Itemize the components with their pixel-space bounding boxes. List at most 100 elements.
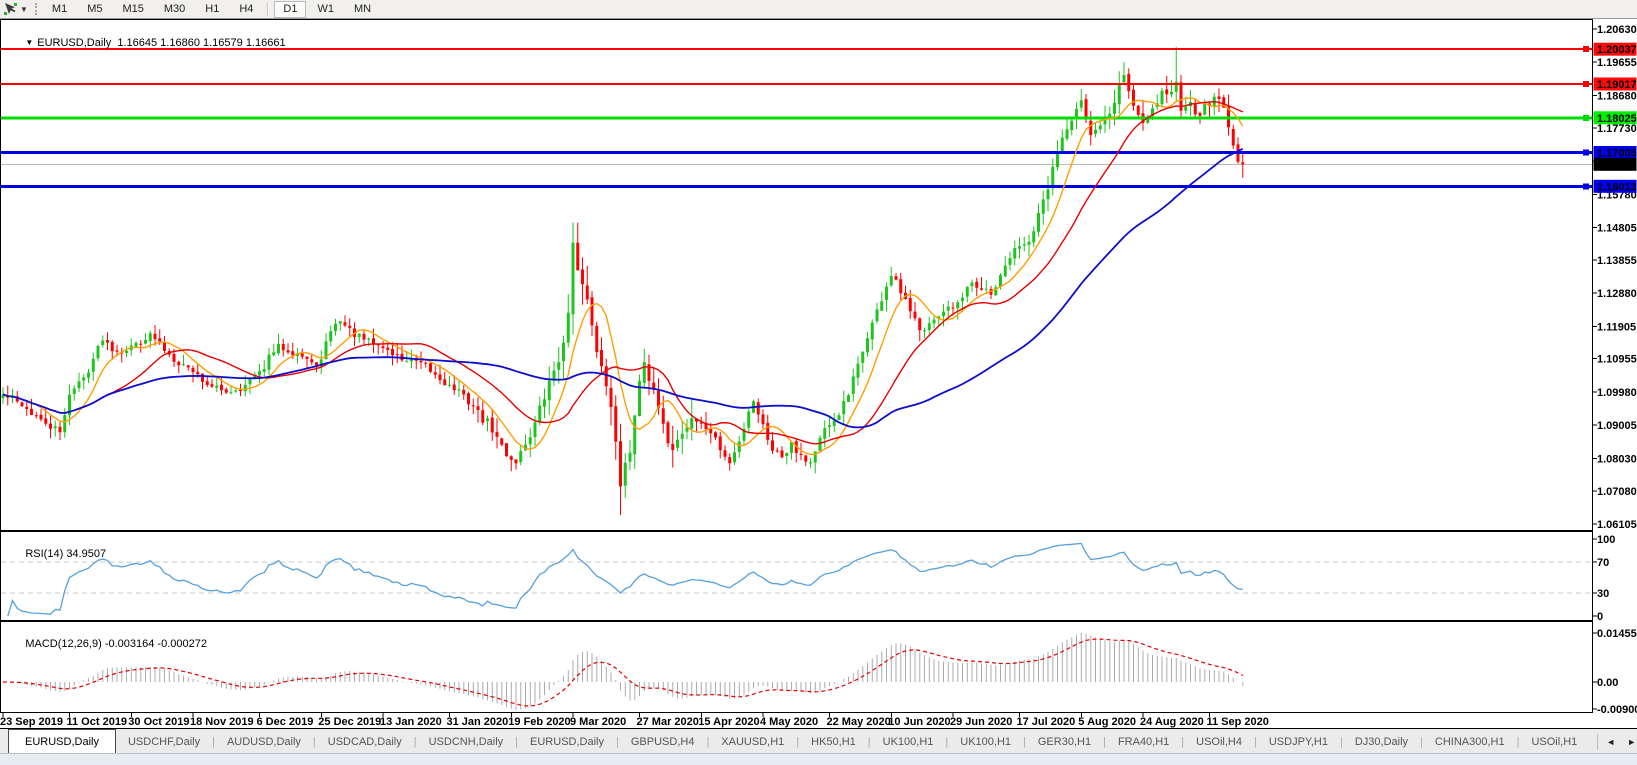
rsi-canvas[interactable]: 100 70 30 0: [0, 531, 1637, 621]
moving-average-55: [2, 147, 1244, 429]
tab-separator: |: [515, 735, 519, 748]
chart-symbol-label: EURUSD,Daily: [37, 37, 112, 49]
date-label: 30 Oct 2019: [128, 716, 189, 728]
svg-text:1.16013: 1.16013: [1597, 181, 1637, 193]
price-tick-label: 1.06105: [1597, 519, 1637, 531]
symbol-tab[interactable]: EURUSD,Daily: [530, 735, 604, 748]
bear-candle-wicks: [7, 68, 1244, 516]
rsi-name: RSI(14): [25, 548, 64, 560]
rsi-value: 34.9507: [66, 548, 107, 560]
horizontal-line[interactable]: [1, 46, 1592, 53]
timeframe-button-M1[interactable]: M1: [51, 2, 68, 15]
timeframe-buttons: M1 M5 M15 M30 H1 H4 D1 W1 MN: [42, 0, 381, 18]
price-badge: 1.20037: [1593, 42, 1637, 56]
svg-text:1.20037: 1.20037: [1597, 44, 1637, 56]
macd-signal-line: [2, 638, 1244, 707]
macd-label: MACD(12,26,9) -0.003164 -0.000272: [7, 626, 207, 662]
status-strip: [0, 753, 1637, 765]
macd-canvas[interactable]: 0.014556 0.00 -0.009001: [0, 621, 1637, 713]
price-badge: 1.19017: [1593, 77, 1637, 91]
chevron-down-icon[interactable]: ▼: [20, 4, 28, 14]
main-chart-panel[interactable]: ▼ EURUSD,Daily 1.16645 1.16860 1.16579 1.…: [0, 19, 1637, 531]
tab-separator: |: [706, 735, 710, 748]
tab-separator: |: [1023, 735, 1026, 748]
date-label: 17 Jul 2020: [1017, 716, 1076, 728]
symbol-tab[interactable]: USDCAD,Daily: [327, 735, 402, 748]
price-badge: 1.17005: [1593, 146, 1637, 160]
symbol-tab[interactable]: USOil,H1: [1531, 735, 1578, 748]
macd-panel[interactable]: MACD(12,26,9) -0.003164 -0.000272 0.0145…: [0, 621, 1637, 713]
rsi-line: [7, 542, 1243, 617]
price-chart-canvas[interactable]: 1.206301.196551.186801.177301.167551.157…: [0, 19, 1637, 531]
date-label: 4 May 2020: [760, 716, 818, 728]
date-label: 11 Oct 2019: [67, 716, 128, 728]
chart-tabbar: EURUSD,Daily USDCHF,Daily | AUDUSD,Daily | US…: [0, 728, 1637, 754]
date-label: 22 May 2020: [827, 716, 891, 728]
tab-separator: |: [1339, 735, 1343, 748]
symbol-tab[interactable]: UK100,H1: [960, 735, 1012, 748]
toolbar-grip: [34, 3, 37, 15]
cursor-pointer-icon: [4, 3, 17, 15]
tab-separator: |: [867, 735, 871, 748]
rsi-tick-label: 100: [1597, 534, 1615, 546]
date-label: 15 Apr 2020: [698, 716, 759, 728]
date-label: 27 Mar 2020: [637, 716, 699, 728]
tab-separator: |: [1103, 735, 1106, 748]
horizontal-line[interactable]: [1, 183, 1592, 190]
tabs-scroll-right-icon[interactable]: ►: [1627, 736, 1637, 747]
date-label: 6 Dec 2019: [257, 716, 314, 728]
price-tick-label: 1.09980: [1597, 387, 1637, 399]
toolbar: ▼ M1 M5 M15 M30 H1 H4 D1 W1 MN: [0, 0, 1637, 19]
macd-name: MACD(12,26,9): [25, 638, 102, 650]
horizontal-line[interactable]: [1, 81, 1592, 87]
timeframe-button-H1[interactable]: H1: [205, 2, 220, 15]
symbol-tab[interactable]: GER30,H1: [1037, 735, 1092, 748]
timeframe-button-M15[interactable]: M15: [122, 2, 144, 15]
timeframe-button-M5[interactable]: M5: [87, 2, 103, 15]
collapse-caret-icon[interactable]: ▼: [25, 38, 34, 47]
rsi-panel[interactable]: RSI(14) 34.9507 100 70 30 0: [0, 531, 1637, 621]
bull-candle-wicks: [2, 47, 1215, 498]
symbol-tab[interactable]: GBPUSD,H4: [630, 735, 695, 748]
symbol-tab[interactable]: XAUUSD,H1: [721, 735, 785, 748]
time-axis: 23 Sep 2019 11 Oct 2019 30 Oct 2019 18 Nov …: [0, 713, 1637, 728]
symbol-tab[interactable]: AUDUSD,Daily: [226, 735, 301, 748]
horizontal-line[interactable]: [1, 149, 1592, 156]
tabs-scroll-left-icon[interactable]: ◄: [1606, 736, 1616, 747]
symbol-tab[interactable]: EURUSD,Daily: [8, 729, 116, 754]
price-tick-label: 1.18680: [1597, 91, 1637, 103]
timeframe-button-H4[interactable]: H4: [239, 2, 254, 15]
moving-average-8: [2, 96, 1244, 456]
timeframe-button-MN[interactable]: MN: [353, 2, 372, 15]
moving-average-21: [2, 100, 1244, 445]
symbol-tab[interactable]: FRA40,H1: [1117, 735, 1170, 748]
horizontal-line[interactable]: [1, 114, 1592, 121]
cursor-tool[interactable]: ▼: [0, 0, 32, 18]
plot-border: [0, 19, 1593, 531]
symbol-tab[interactable]: USDCNH,Daily: [428, 735, 504, 748]
symbol-tab[interactable]: USDJPY,H1: [1268, 735, 1328, 748]
symbol-tab[interactable]: CHINA300,H1: [1434, 735, 1505, 748]
toolbar-separator: [267, 2, 270, 16]
tab-separator: |: [312, 735, 316, 748]
timeframe-button-D1[interactable]: D1: [274, 0, 307, 18]
symbol-tab[interactable]: USOil,H4: [1196, 735, 1242, 748]
date-label: 29 Jun 2020: [950, 716, 1012, 728]
rsi-tick-label: 70: [1597, 557, 1609, 569]
price-tick-label: 1.12880: [1597, 288, 1637, 300]
timeframe-button-M30[interactable]: M30: [163, 2, 186, 15]
price-tick-label: 1.17730: [1597, 123, 1637, 135]
symbol-tab[interactable]: DJ30,Daily: [1354, 735, 1409, 748]
price-tick-label: 1.10955: [1597, 354, 1637, 366]
tab-separator: |: [212, 735, 215, 748]
price-tick-label: 1.13855: [1597, 255, 1637, 267]
tab-separator: |: [1254, 735, 1257, 748]
symbol-tab[interactable]: USDCHF,Daily: [127, 735, 201, 748]
symbol-tab[interactable]: UK100,H1: [882, 735, 934, 748]
symbol-tab[interactable]: HK50,H1: [811, 735, 856, 748]
date-label: 10 Jun 2020: [888, 716, 950, 728]
tab-separator: |: [616, 735, 619, 748]
timeframe-button-W1[interactable]: W1: [317, 2, 334, 15]
chart-ohlc-values: 1.16645 1.16860 1.16579 1.16661: [117, 37, 286, 49]
